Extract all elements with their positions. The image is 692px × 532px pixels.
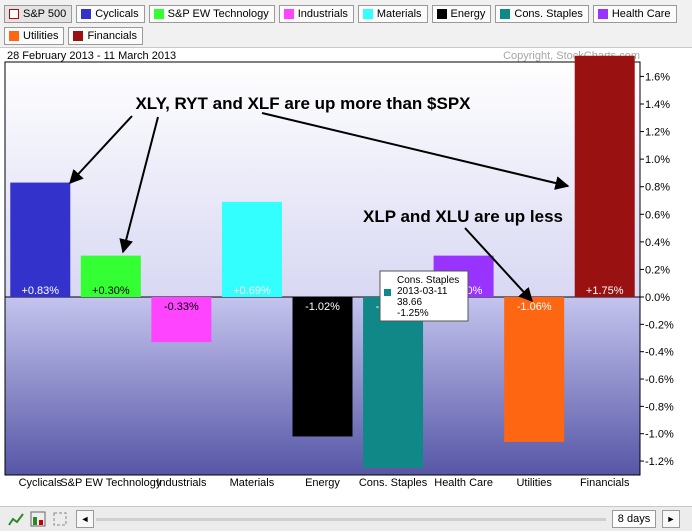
y-tick-label: -0.6% [645, 374, 674, 386]
y-tick-label: -0.4% [645, 347, 674, 359]
annotation-text: XLY, RYT and XLF are up more than $SPX [135, 94, 471, 113]
bar[interactable] [574, 55, 635, 297]
bar[interactable] [504, 297, 565, 442]
legend-label: Cyclicals [95, 8, 139, 20]
x-tick-label: Materials [230, 477, 275, 489]
y-tick-label: 1.6% [645, 71, 670, 83]
bar-value-label: +0.30% [92, 285, 130, 297]
legend-item[interactable]: Energy [431, 5, 492, 23]
legend-swatch [153, 9, 164, 19]
legend-label: Industrials [297, 8, 348, 20]
annotation-text: XLP and XLU are up less [363, 207, 563, 226]
bar-value-label: -1.02% [305, 301, 340, 313]
legend-swatch [73, 31, 84, 41]
scroll-right-button[interactable]: ► [662, 510, 680, 528]
tooltip-line: -1.25% [397, 308, 429, 319]
bar[interactable] [80, 255, 141, 297]
legend-swatch [9, 31, 19, 41]
x-tick-label: Industrials [156, 477, 207, 489]
legend-item[interactable]: Materials [357, 5, 428, 23]
annotation-arrow [119, 116, 159, 254]
legend-label: S&P EW Technology [167, 8, 269, 20]
perf-chart: +0.83%+0.30%-0.33%+0.69%-1.02%-1.25%+0.3… [4, 55, 674, 489]
bar-value-label: +1.75% [586, 285, 624, 297]
y-tick-label: 1.0% [645, 154, 670, 166]
legend-swatch [81, 9, 92, 19]
bottom-toolbar: ◄ 8 days ► [0, 506, 692, 531]
legend-item[interactable]: S&P 500 [4, 5, 73, 23]
y-tick-label: 1.4% [645, 99, 670, 111]
x-tick-label: S&P EW Technology [60, 477, 162, 489]
x-tick-label: Cyclicals [19, 477, 63, 489]
y-tick-label: 0.0% [645, 292, 670, 304]
annotation-arrow [261, 112, 570, 190]
bar-chart-icon[interactable] [30, 511, 46, 527]
tooltip-box [379, 270, 469, 322]
line-chart-icon[interactable] [8, 511, 24, 527]
legend-item[interactable]: Health Care [592, 5, 677, 23]
legend-swatch [436, 9, 447, 19]
legend-item[interactable]: Financials [68, 27, 143, 45]
tooltip-line: Cons. Staples [397, 275, 459, 286]
legend-bar: S&P 500 Cyclicals S&P EW Technology Industr… [0, 0, 692, 48]
y-tick-label: 0.8% [645, 182, 670, 194]
scroll-track[interactable] [96, 518, 606, 521]
annotation-arrow [464, 227, 533, 303]
bar[interactable] [221, 201, 282, 297]
legend-swatch [283, 9, 294, 19]
y-tick-label: -0.2% [645, 319, 674, 331]
bar-value-label: -1.06% [517, 301, 552, 313]
legend-item[interactable]: Utilities [4, 27, 65, 45]
y-tick-label: -0.8% [645, 401, 674, 413]
bar-value-label: +0.69% [233, 285, 271, 297]
legend-item[interactable]: S&P EW Technology [148, 5, 275, 23]
legend-label: Cons. Staples [514, 8, 583, 20]
bar-value-label: -0.33% [164, 301, 199, 313]
y-tick-label: 0.6% [645, 209, 670, 221]
y-tick-label: 0.2% [645, 264, 670, 276]
x-tick-label: Financials [580, 477, 630, 489]
fullscreen-icon[interactable] [52, 511, 68, 527]
legend-label: Materials [376, 8, 422, 20]
legend-swatch [9, 9, 19, 19]
plot-border [4, 61, 641, 476]
tooltip-line: 2013-03-11 [397, 286, 448, 297]
legend-swatch [597, 9, 608, 19]
x-tick-label: Cons. Staples [359, 477, 428, 489]
y-tick-label: -1.2% [645, 456, 674, 468]
tooltip-swatch [384, 289, 391, 296]
x-tick-label: Health Care [434, 477, 493, 489]
legend-item[interactable]: Industrials [278, 5, 354, 23]
days-selector[interactable]: 8 days [612, 510, 656, 528]
legend-label: Utilities [23, 30, 59, 42]
y-tick-label: -1.0% [645, 429, 674, 441]
tooltip-line: 38.66 [397, 297, 422, 308]
legend-label: S&P 500 [23, 8, 67, 20]
x-tick-label: Energy [305, 477, 340, 489]
legend-label: Health Care [611, 8, 671, 20]
x-tick-label: Utilities [516, 477, 552, 489]
date-range: 28 February 2013 - 11 March 2013 [7, 50, 177, 62]
annotation-arrow [69, 115, 133, 185]
legend-label: Financials [87, 30, 137, 42]
bar-value-label: +0.83% [21, 285, 59, 297]
legend-item[interactable]: Cyclicals [76, 5, 145, 23]
legend-swatch [362, 9, 373, 19]
bar[interactable] [363, 297, 424, 468]
y-tick-label: 0.4% [645, 237, 670, 249]
y-tick-label: 1.2% [645, 127, 670, 139]
bar[interactable] [292, 297, 353, 437]
legend-item[interactable]: Cons. Staples [495, 5, 589, 23]
legend-label: Energy [450, 8, 486, 20]
legend-swatch [500, 9, 511, 19]
bar[interactable] [151, 297, 212, 343]
bar[interactable] [10, 182, 71, 297]
scroll-left-button[interactable]: ◄ [76, 510, 94, 528]
